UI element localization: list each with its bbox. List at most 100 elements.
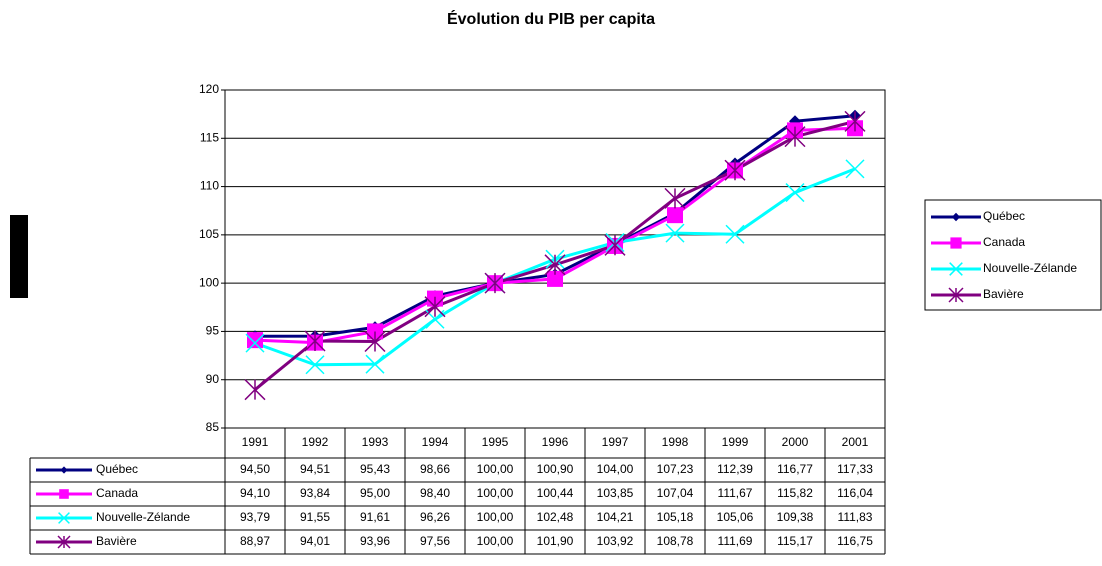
marker [845, 159, 865, 179]
table-header: 1995 [482, 435, 509, 449]
table-cell: 100,00 [477, 486, 514, 500]
marker [949, 262, 963, 276]
marker [424, 296, 446, 318]
marker [664, 187, 686, 209]
marker [57, 535, 71, 549]
table-cell: 98,40 [420, 486, 450, 500]
legend-label: Canada [983, 235, 1025, 249]
table-cell: 100,00 [477, 534, 514, 548]
table-cell: 116,04 [837, 486, 873, 500]
table-header: 1997 [602, 435, 629, 449]
table-cell: 103,92 [597, 534, 634, 548]
table-row-label: Bavière [96, 534, 137, 548]
table-header: 1998 [662, 435, 689, 449]
series-line [254, 126, 856, 345]
marker [304, 330, 326, 352]
table-cell: 95,43 [360, 462, 390, 476]
table-header: 2000 [782, 435, 809, 449]
table-cell: 100,90 [537, 462, 574, 476]
marker [60, 466, 68, 474]
marker [724, 159, 746, 181]
legend-label: Bavière [983, 287, 1024, 301]
marker [948, 287, 964, 303]
table-cell: 88,97 [240, 534, 270, 548]
marker [725, 224, 745, 244]
table-cell: 100,00 [477, 462, 514, 476]
marker [244, 379, 266, 401]
table-row-label: Québec [96, 462, 138, 476]
table-cell: 102,48 [537, 510, 574, 524]
table-cell: 111,67 [718, 486, 753, 500]
table-cell: 96,26 [420, 510, 450, 524]
table-cell: 93,84 [300, 486, 330, 500]
table-row-label: Canada [96, 486, 138, 500]
table-cell: 93,96 [360, 534, 390, 548]
table-cell: 111,69 [718, 534, 753, 548]
table-cell: 100,00 [477, 510, 514, 524]
marker [365, 354, 385, 374]
y-tick-label: 95 [206, 324, 220, 338]
table-cell: 116,75 [837, 534, 873, 548]
table-cell: 94,50 [240, 462, 270, 476]
table-cell: 116,77 [777, 462, 813, 476]
marker [58, 512, 70, 524]
marker [844, 110, 866, 132]
y-tick-label: 110 [200, 179, 219, 193]
y-tick-label: 100 [199, 275, 219, 289]
table-cell: 117,33 [837, 462, 873, 476]
y-tick-label: 90 [206, 372, 220, 386]
table-cell: 104,21 [597, 510, 634, 524]
table-header: 1993 [362, 435, 389, 449]
table-cell: 94,10 [240, 486, 270, 500]
table-cell: 98,66 [420, 462, 450, 476]
marker [59, 489, 69, 499]
table-cell: 105,18 [657, 510, 694, 524]
marker [785, 183, 805, 203]
y-tick-label: 85 [206, 420, 220, 434]
table-cell: 105,06 [717, 510, 754, 524]
marker [305, 355, 325, 375]
marker [604, 234, 626, 256]
marker [547, 270, 563, 287]
chart-title: Évolution du PIB per capita [447, 9, 655, 28]
marker [364, 330, 386, 353]
marker [951, 212, 961, 222]
table-cell: 91,61 [360, 510, 390, 524]
y-tick-label: 115 [200, 130, 219, 144]
table-cell: 115,82 [777, 486, 813, 500]
marker [950, 237, 962, 249]
marker [247, 332, 263, 349]
table-cell: 101,90 [537, 534, 574, 548]
table-header: 1999 [722, 435, 749, 449]
table-cell: 115,17 [777, 534, 813, 548]
table-cell: 97,56 [420, 534, 450, 548]
marker [784, 126, 806, 148]
table-header: 1991 [242, 435, 269, 449]
table-cell: 91,55 [300, 510, 330, 524]
table-cell: 93,79 [240, 510, 270, 524]
table-header: 1994 [422, 435, 449, 449]
y-tick-label: 105 [199, 227, 219, 241]
table-header: 1992 [302, 435, 329, 449]
table-cell: 103,85 [597, 486, 634, 500]
marker [667, 207, 683, 224]
table-cell: 111,83 [838, 510, 873, 524]
legend-label: Québec [983, 209, 1025, 223]
side-block [10, 215, 28, 298]
legend-label: Nouvelle-Zélande [983, 261, 1077, 275]
table-cell: 94,01 [300, 534, 330, 548]
table-cell: 108,78 [657, 534, 694, 548]
marker [245, 333, 265, 353]
table-cell: 95,00 [360, 486, 390, 500]
table-cell: 100,44 [537, 486, 574, 500]
marker [665, 223, 685, 243]
table-row-label: Nouvelle-Zélande [96, 510, 190, 524]
marker [544, 254, 566, 276]
table-header: 2001 [842, 435, 869, 449]
table-cell: 94,51 [300, 462, 330, 476]
marker [484, 272, 506, 294]
y-tick-label: 120 [199, 82, 219, 96]
table-cell: 107,23 [657, 462, 694, 476]
table-cell: 112,39 [717, 462, 753, 476]
